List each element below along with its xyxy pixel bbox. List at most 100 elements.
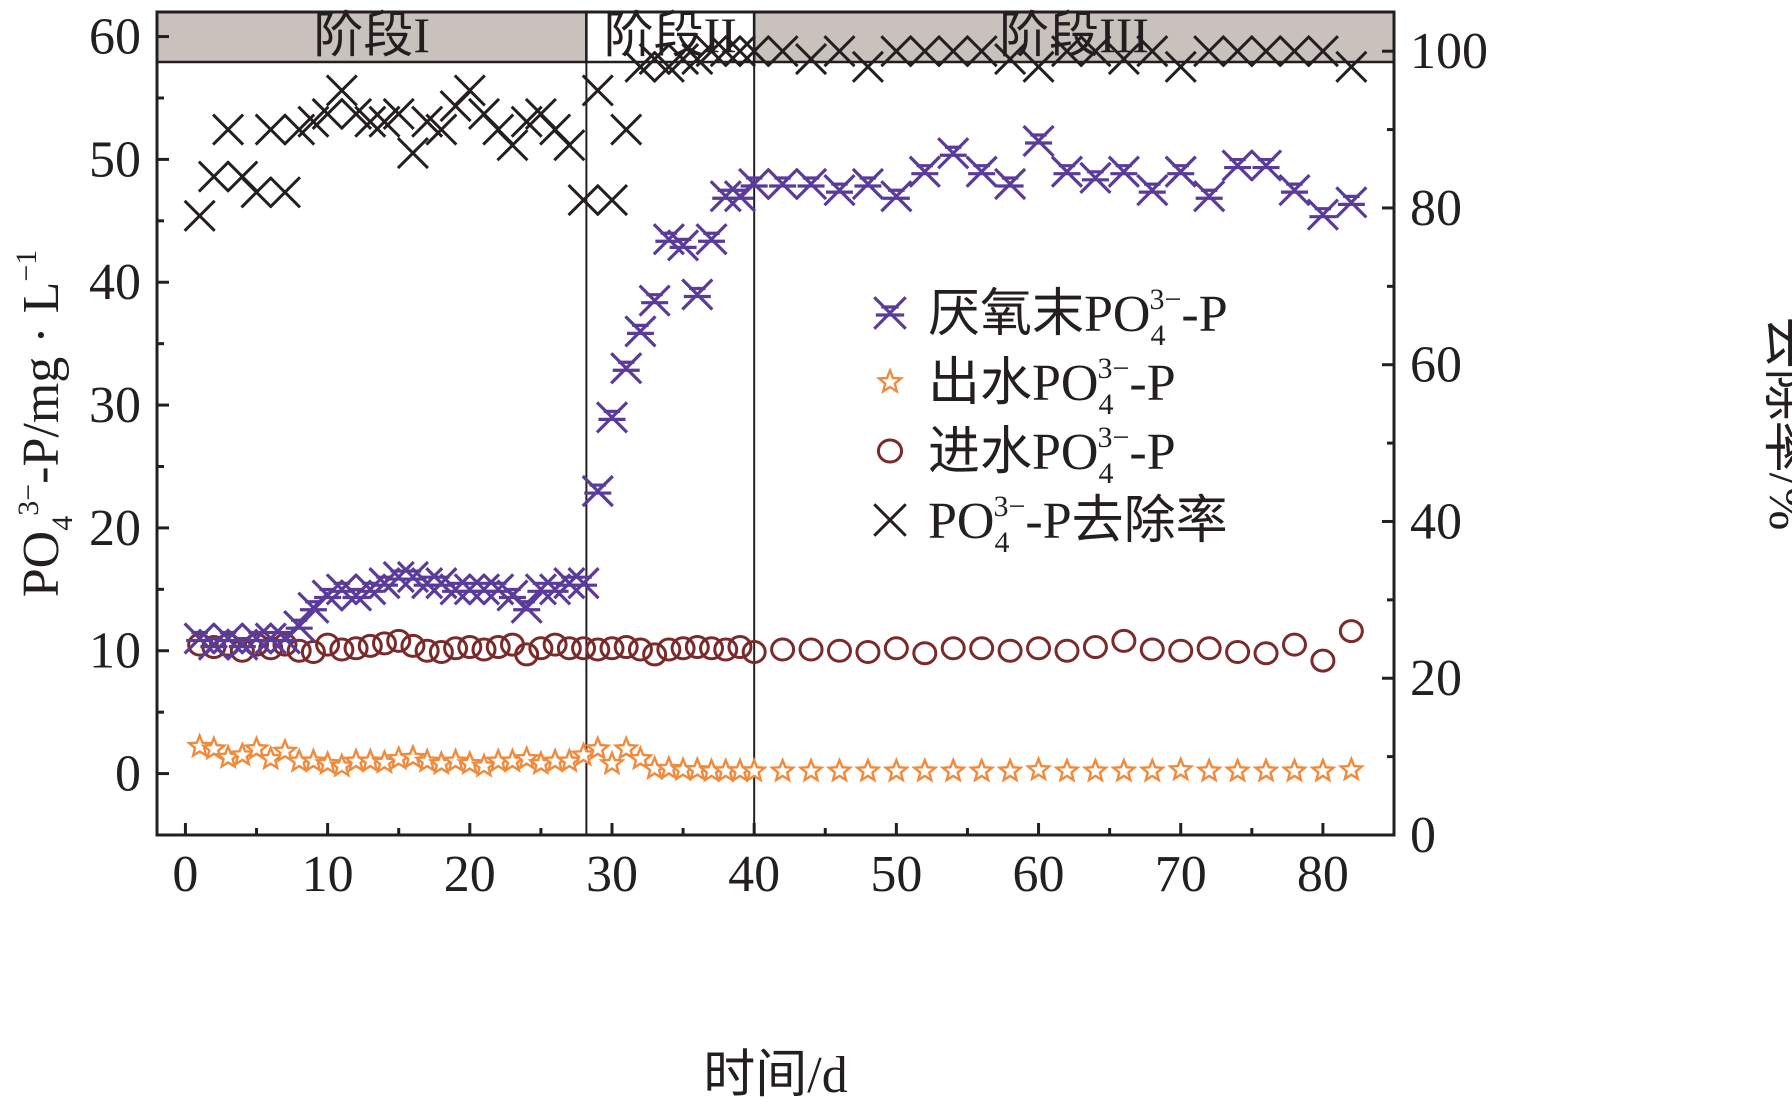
- series-2-point: [1337, 755, 1365, 782]
- series-3-point: [272, 632, 298, 657]
- series-3-point: [286, 638, 312, 663]
- series-1-point: [453, 573, 486, 606]
- x-tick-label: 80: [1297, 846, 1349, 903]
- series-1-point: [240, 622, 273, 655]
- series-2-point: [200, 734, 228, 761]
- series-3-point: [1026, 636, 1052, 661]
- series-2-point: [740, 756, 768, 783]
- series-4-point: [1335, 50, 1368, 83]
- series-4: [183, 35, 1368, 232]
- series-4-point: [1193, 35, 1226, 68]
- series-3-point: [1281, 632, 1307, 657]
- series-1-point: [197, 628, 231, 661]
- y2-tick-label: 0: [1410, 807, 1436, 864]
- series-3-point: [997, 638, 1023, 663]
- y-axis-title-prefix: PO: [13, 531, 70, 597]
- series-1-point: [283, 610, 316, 643]
- y-tick-label: 60: [89, 9, 141, 66]
- series-1-point: [794, 167, 828, 201]
- series-2-point: [513, 744, 541, 771]
- series-1-point: [681, 278, 714, 311]
- series-3-point: [428, 639, 454, 664]
- series-1-point: [1079, 161, 1112, 194]
- series-3-point: [855, 639, 881, 664]
- series-4-point: [851, 50, 884, 83]
- series-1-point: [738, 167, 771, 201]
- series-2-point: [612, 734, 640, 761]
- series-2-point: [598, 749, 626, 776]
- y-tick-label: 50: [89, 131, 141, 188]
- series-3-point: [1253, 641, 1279, 666]
- y-tick-label: 20: [89, 500, 141, 557]
- y-axis-title-sub: 4: [46, 516, 79, 531]
- series-1-point: [695, 223, 728, 256]
- series-4-point: [937, 35, 970, 68]
- series-2-point: [314, 749, 342, 776]
- series-3-point: [485, 635, 511, 660]
- series-2-point: [825, 756, 854, 783]
- series-4-point: [794, 42, 828, 76]
- series-1-point: [354, 573, 387, 606]
- x-axis-title: 时间/d: [703, 1047, 847, 1104]
- series-1-point: [553, 567, 586, 600]
- series-4-point: [766, 35, 799, 68]
- series-1-point: [581, 474, 614, 508]
- series-4-point: [453, 74, 486, 107]
- y-tick-label: 30: [89, 377, 141, 434]
- series-3-point: [542, 632, 568, 657]
- series-3-point: [1225, 639, 1251, 664]
- series-1-point: [510, 591, 543, 624]
- series-2-point: [882, 756, 910, 783]
- y2-tick-label: 100: [1410, 23, 1488, 80]
- series-1-point: [1050, 155, 1084, 188]
- series-4-point: [667, 42, 700, 76]
- series-2-point: [626, 744, 654, 771]
- series-4-point: [880, 35, 913, 68]
- series-3-point: [371, 631, 397, 656]
- series-2-point: [569, 740, 598, 767]
- series-1-point: [880, 180, 913, 213]
- series-3-point: [343, 636, 369, 661]
- series-4-point: [595, 184, 629, 217]
- series-1-point: [311, 579, 344, 612]
- series-2-point: [1252, 756, 1280, 783]
- series-1-point: [1306, 198, 1340, 231]
- plot-frame: [155, 10, 1396, 837]
- series-2-point: [996, 756, 1024, 783]
- series-1-point: [766, 167, 799, 201]
- series-1-point: [368, 567, 401, 600]
- series-1-point: [183, 622, 216, 655]
- series-3-point: [642, 642, 668, 667]
- series-1-point: [1107, 155, 1140, 188]
- y-axis-title-sup2: −1: [10, 250, 43, 282]
- series-4-point: [738, 35, 771, 68]
- series-2-point: [968, 756, 996, 783]
- series-4-point: [823, 35, 856, 68]
- series-3-point: [244, 632, 270, 657]
- series-3: [187, 619, 1364, 673]
- y2-tick-label: 60: [1410, 337, 1462, 394]
- series-1-point: [595, 401, 629, 434]
- series-3-point: [1310, 648, 1336, 673]
- series-3-point: [471, 637, 497, 662]
- y2-tick-label: 40: [1410, 493, 1462, 550]
- series-1-point: [425, 567, 458, 600]
- series-4-point: [268, 176, 302, 209]
- series-1-point: [638, 284, 671, 317]
- series-3-point: [1196, 636, 1222, 661]
- series-2-point: [1309, 756, 1337, 783]
- series-3-point: [386, 628, 412, 653]
- series-3-point: [670, 636, 696, 661]
- series-3-point: [187, 632, 213, 657]
- series-2-point: [1138, 756, 1166, 783]
- series-1-point: [652, 223, 685, 256]
- series-2-point: [442, 747, 470, 773]
- legend-marker-4: [873, 503, 907, 537]
- series-4-point: [1107, 42, 1140, 76]
- series-3-point: [1168, 638, 1194, 663]
- series-2-point: [1024, 755, 1053, 782]
- series-1-point: [226, 628, 259, 661]
- series-1-point: [411, 567, 444, 600]
